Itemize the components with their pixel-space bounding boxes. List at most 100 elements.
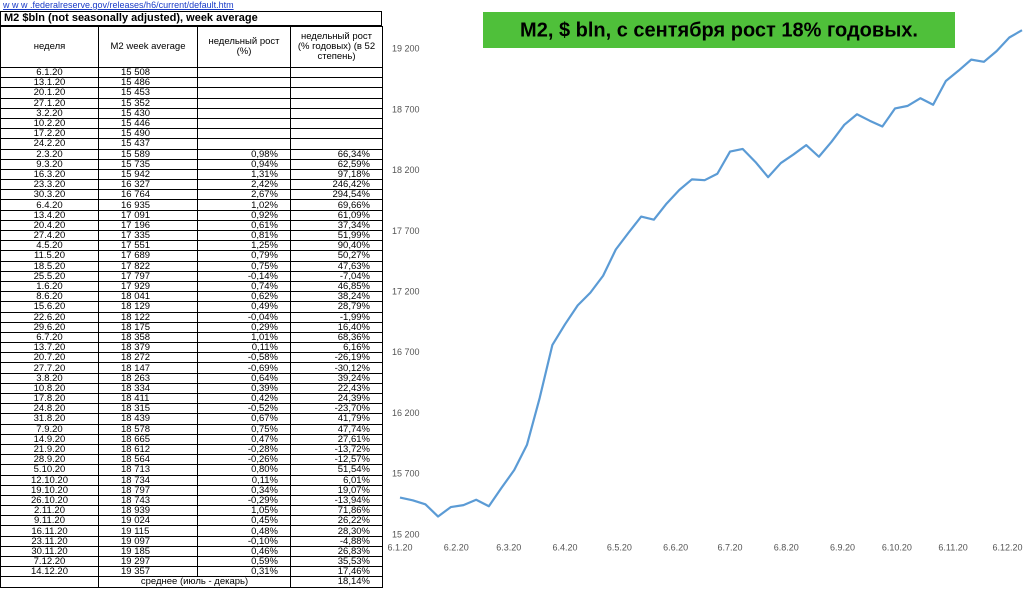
table-cell: 19 115 [98,525,198,537]
table-cell: 19.10.20 [0,484,99,496]
table-cell: 19 185 [98,545,198,558]
table-cell: 24.8.20 [0,403,99,415]
table-cell: -4,88% [290,535,383,547]
table-cell: 0,45% [197,515,291,527]
table-row: 18.5.20 17 822 0,75% 47,63% [0,260,383,272]
table-cell [197,107,291,119]
table-row: 13.1.20 15 486 [0,77,383,89]
table-row: 10.8.20 18 334 0,39% 22,43% [0,382,383,395]
table-row: 5.10.20 18 713 0,80% 51,54% [0,464,383,476]
table-row: 29.6.20 18 175 0,29% 16,40% [0,321,383,333]
table-row: 17.2.20 15 490 [0,128,383,140]
table-cell: 16 327 [98,179,198,191]
table-cell: 19 024 [98,515,198,527]
table-cell: 27.7.20 [0,362,99,374]
x-tick-label: 6.1.20 [387,542,412,552]
table-cell: 41,79% [290,413,383,425]
table-cell: 37,34% [290,219,383,232]
table-row: 2.11.20 18 939 1,05% 71,86% [0,505,383,517]
table-row: 13.4.20 17 091 0,92% 61,09% [0,209,383,221]
table-cell: 7.9.20 [0,423,99,435]
table-cell [290,66,383,79]
table-cell: 13.7.20 [0,342,99,354]
x-tick-label: 6.11.20 [938,542,967,552]
table-row: 8.6.20 18 041 0,62% 38,24% [0,291,383,303]
table-cell: -1,99% [290,311,383,323]
table-row: 26.10.20 18 743 -0,29% -13,94% [0,494,383,507]
table-cell: 6.7.20 [0,331,99,344]
table-cell: 18 122 [98,311,198,323]
table-row: 4.5.20 17 551 1,25% 90,40% [0,240,383,252]
table-cell: 18 578 [98,423,198,435]
footer-value: 18,14% [290,576,383,588]
table-cell: 17 797 [98,270,198,282]
table-cell: 294,54% [290,189,383,201]
table-cell: 1,02% [197,199,291,211]
table-cell: 24,39% [290,392,383,405]
table-cell: 23.11.20 [0,535,99,547]
table-cell: 18 263 [98,372,198,384]
table-cell: 17 822 [98,260,198,272]
table-cell: 17 551 [98,240,198,252]
table-cell: 15 453 [98,87,198,99]
table-row: 3.8.20 18 263 0,64% 39,24% [0,372,383,384]
table-cell: -23,70% [290,403,383,415]
table-cell: 30.3.20 [0,189,99,201]
table-cell: 17 335 [98,229,198,242]
table-row: 6.4.20 16 935 1,02% 69,66% [0,199,383,211]
y-tick-label: 18 700 [392,104,420,114]
table-cell: 22.6.20 [0,311,99,323]
table-cell [197,97,291,109]
table-row: 17.8.20 18 411 0,42% 24,39% [0,392,383,405]
table-cell: 15 430 [98,107,198,119]
table-cell: -26,19% [290,352,383,364]
table-cell: 0,62% [197,291,291,303]
table-cell [290,128,383,140]
table-cell: 7.12.20 [0,555,99,568]
table-cell: 30.11.20 [0,545,99,558]
table-cell: 0,74% [197,280,291,293]
footer-row: среднее (июль - декарь) 18,14% [0,576,383,588]
table-cell: -13,94% [290,494,383,507]
table-cell [290,77,383,89]
table-cell: 15 486 [98,77,198,89]
table-row: 23.3.20 16 327 2,42% 246,42% [0,179,383,191]
table-cell: 0,11% [197,474,291,486]
y-tick-label: 15 200 [392,529,420,539]
table-cell: 17.8.20 [0,392,99,405]
header-row: неделя M2 week average недельный рост (%) н… [0,26,383,68]
table-cell: 2.11.20 [0,505,99,517]
table-cell: -0,26% [197,454,291,466]
x-tick-label: 6.2.20 [444,542,469,552]
table-cell: 9.3.20 [0,158,99,170]
table-cell: -0,52% [197,403,291,415]
table-cell: 15 446 [98,117,198,130]
table-cell [197,77,291,89]
table-cell: 18 175 [98,321,198,333]
table-title: M2 $bln (not seasonally adjusted), week … [0,11,382,26]
table-cell: 13.4.20 [0,209,99,221]
source-link[interactable]: w w w .federalreserve.gov/releases/h6/cu… [3,0,234,10]
data-table: неделя M2 week average недельный рост (%) н… [0,26,383,588]
table-cell: 27,61% [290,433,383,445]
table-row: 14.9.20 18 665 0,47% 27,61% [0,433,383,445]
table-cell: 20.1.20 [0,87,99,99]
table-row: 20.1.20 15 453 [0,87,383,99]
table-cell [290,117,383,130]
table-row: 16.11.20 19 115 0,48% 28,30% [0,525,383,537]
table-cell [0,576,99,588]
y-tick-label: 17 200 [392,287,420,297]
table-cell: 51,54% [290,464,383,476]
table-cell: 16,40% [290,321,383,333]
table-cell: 50,27% [290,250,383,262]
x-tick-label: 6.4.20 [553,542,578,552]
table-cell: 0,48% [197,525,291,537]
table-cell: 18 612 [98,443,198,456]
table-cell: 61,09% [290,209,383,221]
table-cell: 15 508 [98,66,198,79]
table-cell: 22,43% [290,382,383,395]
table-row: 6.1.20 15 508 [0,66,383,79]
table-cell: 18 272 [98,352,198,364]
table-cell: 19,07% [290,484,383,496]
table-cell: 11.5.20 [0,250,99,262]
